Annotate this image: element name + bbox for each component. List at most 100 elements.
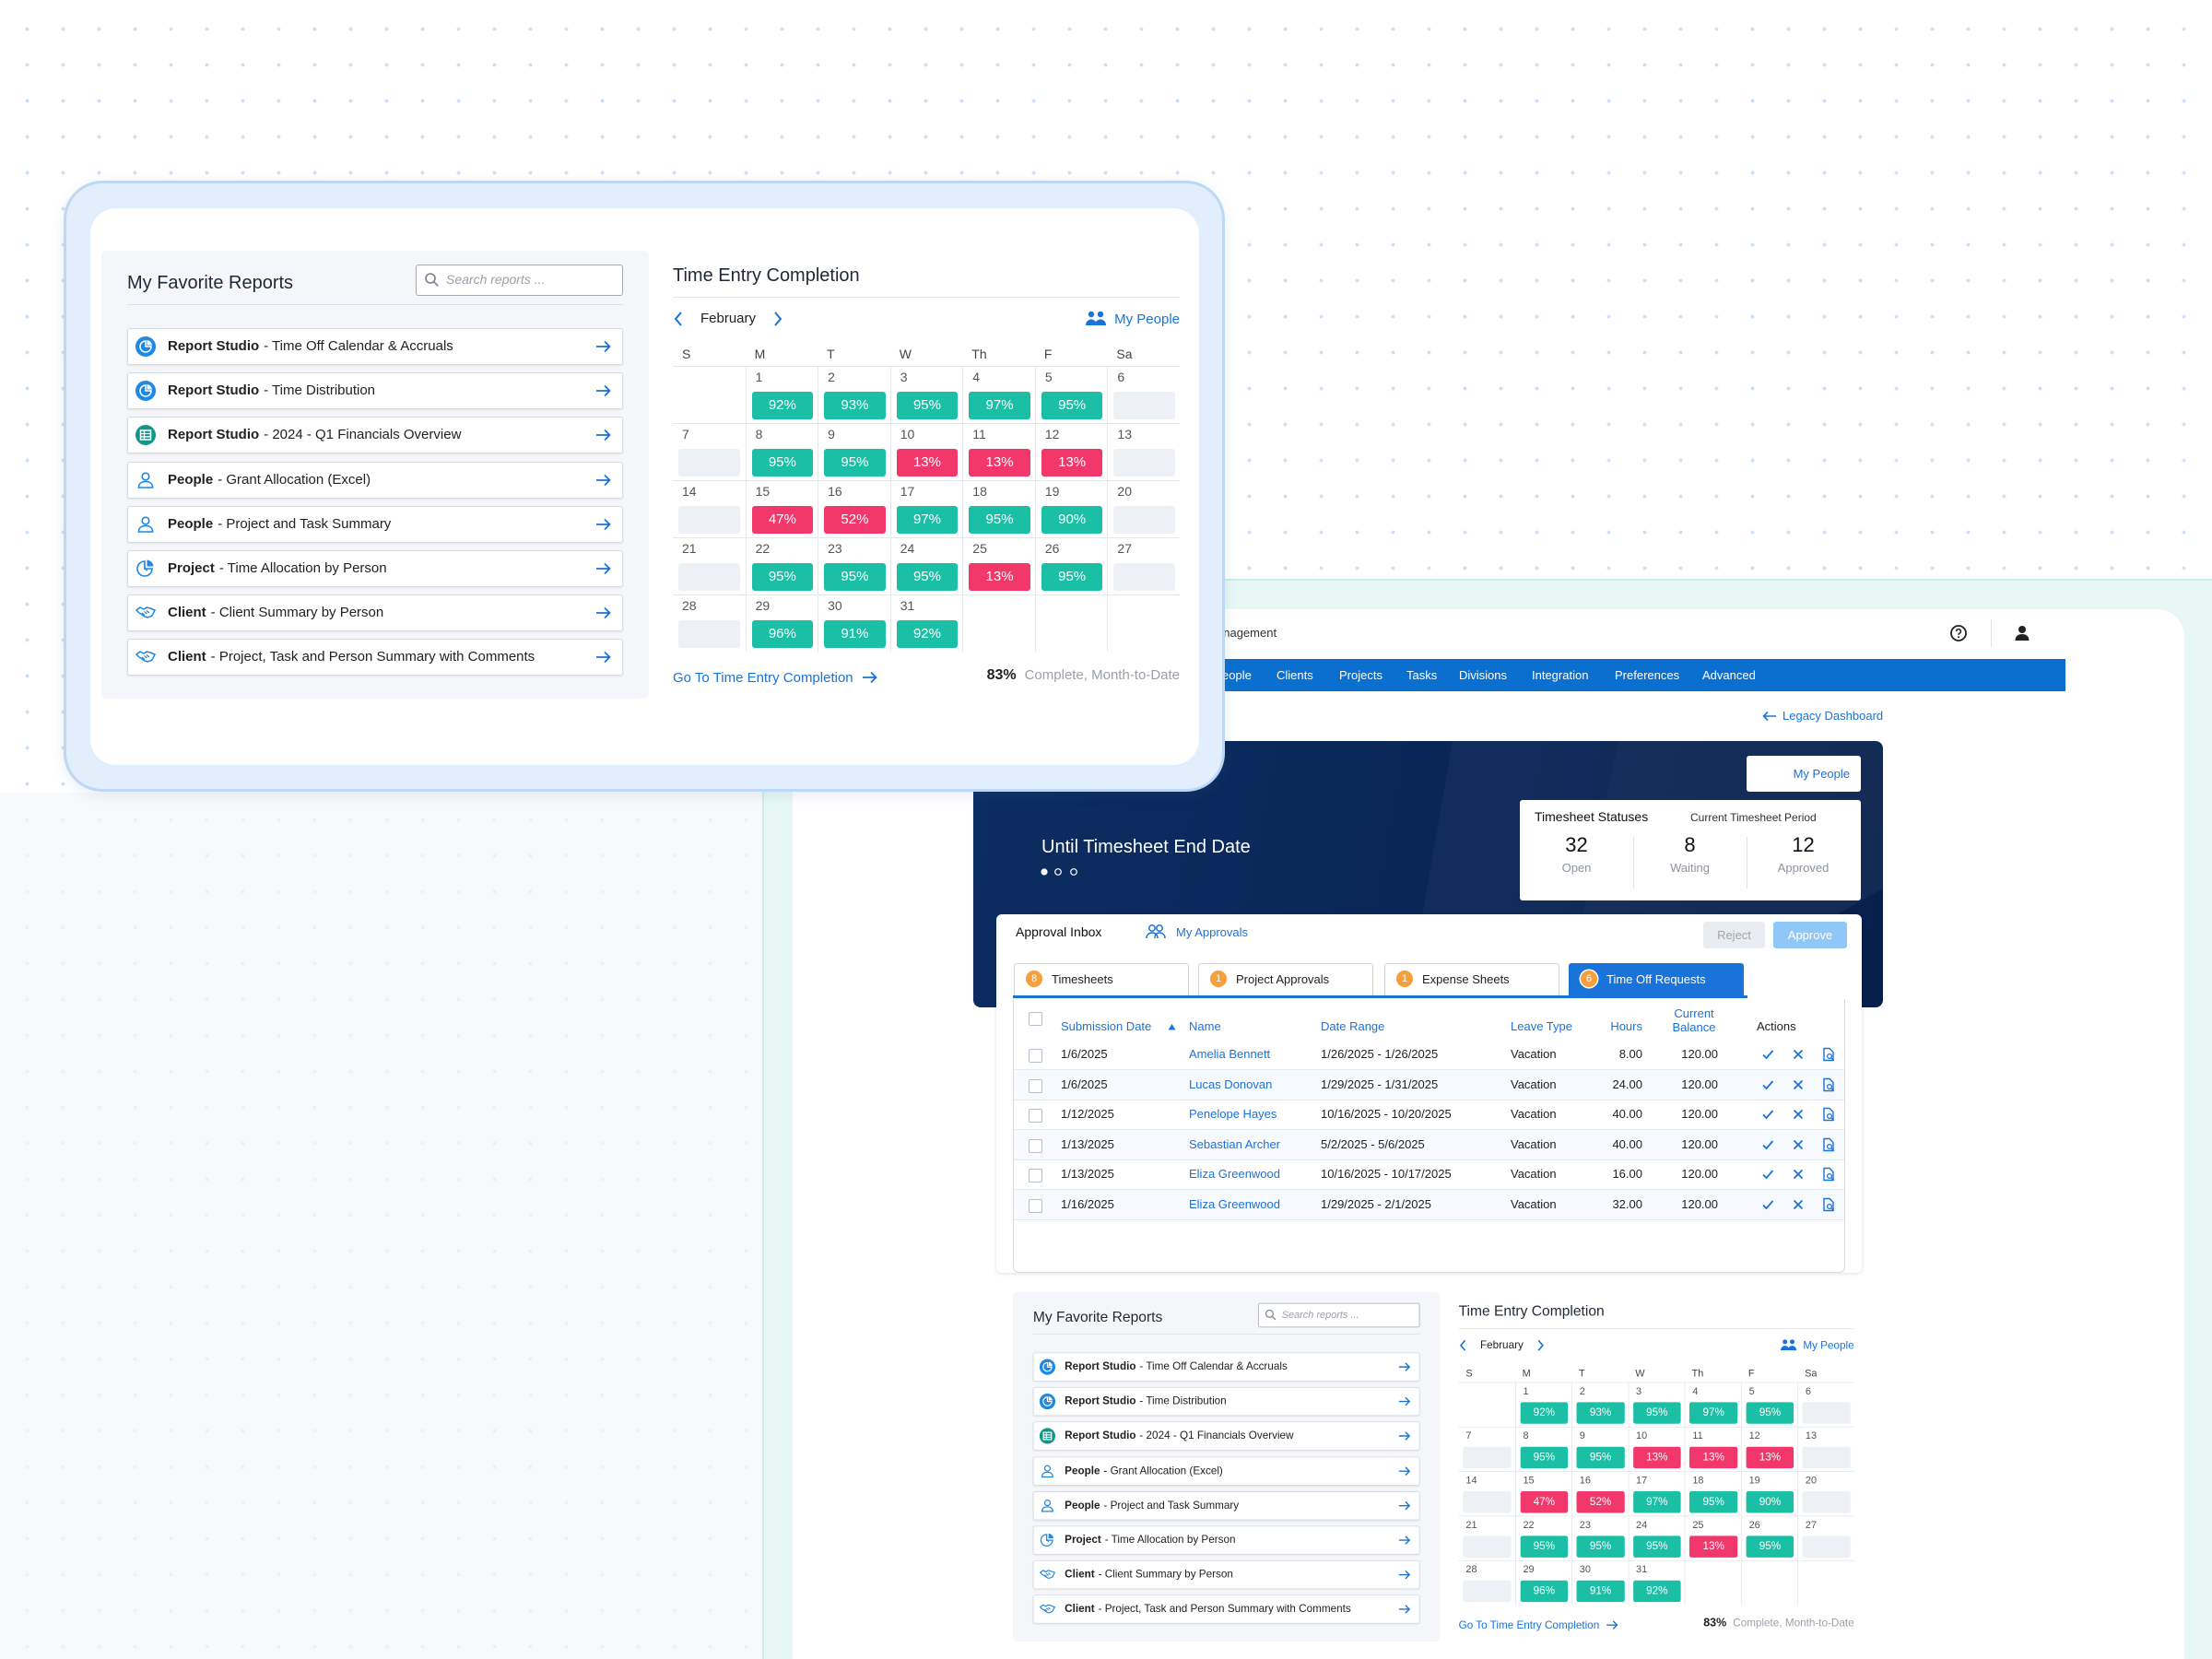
user-icon[interactable]: [2013, 624, 2031, 642]
day-cell: 13: [1797, 1426, 1854, 1472]
report-category: Report Studio: [168, 382, 260, 399]
report-row[interactable]: Report Studio - Time Off Calendar & Accru…: [1032, 1352, 1420, 1382]
search-placeholder: Search reports ...: [446, 272, 546, 287]
report-row[interactable]: Report Studio - 2024 - Q1 Financials Over…: [1032, 1421, 1420, 1451]
approve-button[interactable]: Approve: [1773, 922, 1847, 948]
checkbox[interactable]: [1029, 1078, 1042, 1093]
empty-pill: [1113, 392, 1175, 419]
report-row[interactable]: People - Project and Task Summary: [1032, 1490, 1420, 1521]
employee-name[interactable]: Eliza Greenwood: [1189, 1167, 1280, 1182]
column-header[interactable]: Leave Type: [1511, 1019, 1572, 1033]
nav-item[interactable]: Clients: [1277, 668, 1313, 682]
column-header[interactable]: Current Balance: [1672, 1006, 1716, 1034]
column-header[interactable]: Name: [1189, 1019, 1221, 1033]
nav-item[interactable]: Divisions: [1459, 668, 1508, 682]
reject-button[interactable]: Reject: [1703, 922, 1765, 948]
report-row[interactable]: People - Grant Allocation (Excel): [127, 461, 623, 499]
day-cell: 14: [1458, 1471, 1515, 1515]
completion-link[interactable]: Go To Time Entry Completion: [1459, 1618, 1618, 1631]
report-row[interactable]: Report Studio - Time Distribution: [1032, 1387, 1420, 1417]
checkbox[interactable]: [1029, 1109, 1042, 1124]
day-number: 15: [755, 484, 771, 499]
tab[interactable]: 1 Project Approvals: [1198, 963, 1373, 995]
day-cell: 19 90%: [1034, 480, 1108, 537]
report-row[interactable]: Client - Project, Task and Person Summary…: [1032, 1594, 1420, 1624]
checkbox[interactable]: [1029, 1012, 1042, 1026]
report-row[interactable]: People - Grant Allocation (Excel): [1032, 1456, 1420, 1486]
day-cell: 27: [1797, 1515, 1854, 1560]
carousel-dots[interactable]: [1040, 867, 1082, 877]
completion-pill: 95%: [1041, 392, 1103, 419]
statuses-title: Timesheet Statuses: [1535, 809, 1649, 824]
legacy-link[interactable]: Legacy Dashboard: [1762, 709, 1883, 723]
employee-name[interactable]: Lucas Donovan: [1189, 1077, 1273, 1091]
table-cell: 10/16/2025 - 10/17/2025: [1321, 1167, 1452, 1182]
nav-item[interactable]: Integration: [1532, 668, 1589, 682]
day-cell: 3 95%: [889, 366, 963, 423]
report-row[interactable]: Client - Client Summary by Person: [1032, 1560, 1420, 1590]
empty-pill: [1802, 1446, 1851, 1469]
tab-label: Timesheets: [1052, 972, 1113, 986]
completion-pill: 52%: [1576, 1491, 1625, 1513]
day-number: 13: [1117, 427, 1132, 441]
day-number: 13: [1805, 1429, 1818, 1441]
my-people-link[interactable]: My People: [1085, 310, 1180, 328]
completion-pill: 97%: [1689, 1402, 1738, 1424]
completion-pill: 95%: [1746, 1402, 1794, 1424]
completion-pill: 13%: [1689, 1535, 1738, 1558]
table-cell: Vacation: [1511, 1077, 1557, 1091]
employee-name[interactable]: Amelia Bennett: [1189, 1047, 1271, 1061]
nav-item[interactable]: Advanced: [1702, 668, 1756, 682]
report-row[interactable]: People - Project and Task Summary: [127, 505, 623, 543]
nav-item[interactable]: Tasks: [1406, 668, 1438, 682]
tab[interactable]: 8 Timesheets: [1014, 963, 1189, 995]
day-number: 25: [1692, 1518, 1704, 1531]
checkbox[interactable]: [1029, 1169, 1042, 1183]
my-approvals-link[interactable]: My Approvals: [1176, 925, 1249, 939]
statuses-period: Current Timesheet Period: [1690, 811, 1817, 824]
my-people-button[interactable]: My People: [1747, 756, 1861, 792]
checkbox[interactable]: [1029, 1049, 1042, 1063]
employee-name[interactable]: Eliza Greenwood: [1189, 1197, 1280, 1211]
day-number: 11: [1692, 1429, 1703, 1441]
column-header[interactable]: Hours: [1610, 1019, 1642, 1033]
report-row[interactable]: Report Studio - Time Distribution: [127, 372, 623, 410]
search-box[interactable]: Search reports ...: [416, 265, 623, 296]
calendar: Time Entry Completion February My People S M…: [673, 251, 1180, 699]
my-people-link[interactable]: My People: [1780, 1338, 1854, 1353]
report-row[interactable]: Client - Client Summary by Person: [127, 594, 623, 632]
nav-item[interactable]: Projects: [1339, 668, 1382, 682]
report-label: People - Project and Task Summary: [168, 507, 391, 542]
report-row[interactable]: Project - Time Allocation by Person: [1032, 1525, 1420, 1555]
tab[interactable]: 1 Expense Sheets: [1384, 963, 1559, 995]
employee-name[interactable]: Penelope Hayes: [1189, 1107, 1277, 1122]
search-box[interactable]: Search reports ...: [1257, 1302, 1420, 1328]
column-header[interactable]: Date Range: [1321, 1019, 1385, 1033]
report-row[interactable]: Project - Time Allocation by Person: [127, 550, 623, 587]
employee-name[interactable]: Sebastian Archer: [1189, 1136, 1281, 1151]
day-cell: 6: [1797, 1382, 1854, 1427]
report-title: - Time Distribution: [1139, 1394, 1227, 1407]
nav-item[interactable]: eople: [1222, 668, 1252, 682]
column-header[interactable]: Submission Date: [1061, 1019, 1152, 1033]
checkbox[interactable]: [1029, 1138, 1042, 1153]
report-row[interactable]: Report Studio - Time Off Calendar & Accru…: [127, 328, 623, 365]
table-cell: 8.00: [1618, 1047, 1642, 1061]
day-cell: 23 95%: [1571, 1515, 1629, 1560]
search-placeholder: Search reports ...: [1281, 1308, 1359, 1321]
completion-pill: 95%: [1576, 1535, 1625, 1558]
nav-item[interactable]: Preferences: [1615, 668, 1680, 682]
day-cell: 9 95%: [818, 423, 890, 480]
day-number: 8: [755, 427, 763, 441]
day-number: 1: [1523, 1384, 1529, 1397]
completion-link[interactable]: Go To Time Entry Completion: [673, 669, 877, 686]
report-row[interactable]: Report Studio - 2024 - Q1 Financials Over…: [127, 417, 623, 454]
report-row[interactable]: Client - Project, Task and Person Summary…: [127, 639, 623, 677]
day-cell: 5 95%: [1741, 1382, 1798, 1427]
help-icon[interactable]: [1949, 624, 1968, 642]
tab[interactable]: 6 Time Off Requests: [1569, 963, 1744, 995]
checkbox[interactable]: [1029, 1199, 1042, 1213]
day-cell: 28: [1458, 1559, 1515, 1605]
weekday: T: [1578, 1367, 1585, 1379]
approve-action: [1762, 1170, 1774, 1180]
